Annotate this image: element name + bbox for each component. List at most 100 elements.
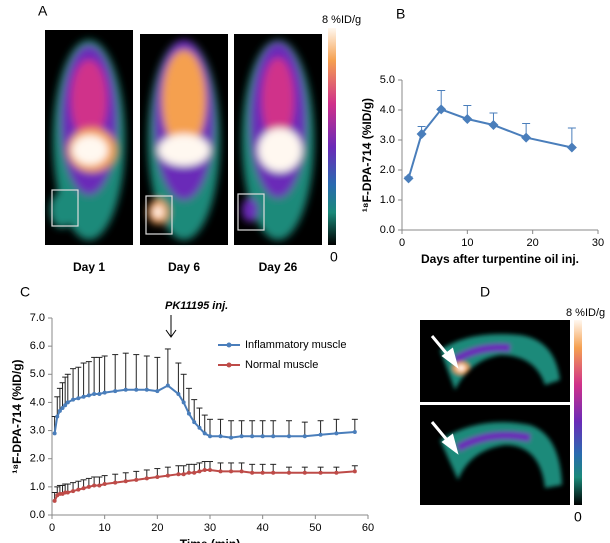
point — [63, 403, 68, 408]
panel-label: C — [20, 284, 30, 300]
error-bar — [133, 354, 140, 390]
point — [71, 489, 76, 494]
point — [176, 391, 181, 396]
point — [134, 477, 139, 482]
point — [436, 104, 447, 115]
y-axis-label: ¹⁸F-DPA-714 (%ID/g) — [10, 359, 24, 473]
point — [416, 129, 427, 139]
point — [218, 469, 223, 474]
error-bar — [122, 352, 129, 390]
y-tick-label: 3.0 — [380, 134, 395, 146]
point — [302, 434, 307, 439]
x-tick-label: 60 — [362, 522, 374, 534]
point — [197, 425, 202, 430]
x-tick-label: 10 — [461, 237, 473, 249]
x-axis-label: Time (min) — [180, 537, 240, 543]
point — [76, 487, 81, 492]
error-bar — [70, 368, 77, 400]
point — [287, 470, 291, 475]
y-tick-label: 0.0 — [30, 509, 45, 521]
error-bar — [207, 418, 213, 437]
y-tick-label: 2.0 — [380, 164, 395, 176]
point — [52, 498, 57, 503]
point — [134, 387, 139, 392]
point — [566, 142, 577, 153]
legend-marker — [226, 362, 232, 368]
point — [271, 434, 276, 439]
point — [86, 484, 91, 489]
point — [229, 435, 234, 440]
point — [218, 434, 223, 439]
point — [76, 396, 81, 401]
point — [81, 394, 86, 399]
scale-min: 0 — [330, 249, 338, 265]
y-tick-label: 4.0 — [30, 396, 45, 408]
x-tick-label: 40 — [257, 522, 269, 534]
point — [202, 431, 207, 436]
error-bar — [259, 420, 266, 437]
error-bar — [317, 420, 324, 435]
y-tick-label: 5.0 — [380, 74, 395, 86]
y-tick-label: 3.0 — [30, 424, 45, 436]
point — [123, 387, 128, 392]
x-tick-label: 10 — [99, 522, 111, 534]
y-tick-label: 6.0 — [30, 340, 45, 352]
point — [97, 391, 102, 396]
scale-max: 8 %ID/g — [566, 307, 605, 319]
point — [92, 483, 97, 488]
point — [113, 389, 118, 394]
panel-label: A — [38, 3, 48, 19]
y-tick-label: 0.0 — [380, 224, 395, 236]
point — [181, 472, 186, 477]
annotation: PK11195 inj. — [165, 300, 228, 312]
point — [260, 434, 265, 439]
pet-image — [140, 34, 228, 245]
error-bar — [101, 355, 108, 393]
y-axis-label: ¹⁸F-DPA-714 (%ID/g) — [360, 98, 374, 212]
point — [239, 434, 244, 439]
point — [176, 472, 181, 477]
error-bar — [59, 382, 66, 409]
x-tick-label: 20 — [151, 522, 163, 534]
point — [165, 383, 170, 388]
x-tick-label: 30 — [592, 237, 604, 249]
error-bar — [351, 418, 358, 432]
error-bar — [85, 361, 92, 396]
point — [186, 411, 191, 416]
error-bar — [62, 376, 69, 406]
y-tick-label: 7.0 — [30, 312, 45, 324]
point — [318, 432, 323, 437]
point — [144, 387, 149, 392]
panel-label: D — [480, 284, 490, 300]
error-bar — [238, 420, 245, 437]
error-bar — [249, 420, 256, 437]
error-bar — [54, 396, 61, 417]
x-tick-label: 50 — [309, 522, 321, 534]
x-axis-label: Days after turpentine oil inj. — [421, 252, 579, 266]
scale-max: 8 %ID/g — [322, 14, 361, 26]
error-bar — [80, 362, 87, 397]
error-bar — [185, 387, 192, 414]
point — [260, 470, 265, 475]
error-bar — [164, 348, 171, 386]
panel-a: A — [38, 3, 361, 274]
day-label: Day 6 — [168, 260, 200, 274]
point — [250, 470, 255, 475]
legend-label: Normal muscle — [245, 359, 318, 371]
point — [250, 434, 255, 439]
point — [334, 470, 339, 475]
point — [123, 479, 128, 484]
point — [52, 431, 57, 436]
point — [102, 482, 107, 487]
day-label: Day 1 — [73, 260, 105, 274]
error-bar — [143, 355, 150, 390]
point — [192, 420, 197, 425]
error-bar — [64, 373, 71, 403]
point — [55, 414, 60, 419]
legend-label: Inflammatory muscle — [245, 339, 346, 351]
point — [352, 429, 357, 434]
point — [462, 114, 473, 124]
point — [92, 391, 97, 396]
point — [229, 469, 234, 474]
